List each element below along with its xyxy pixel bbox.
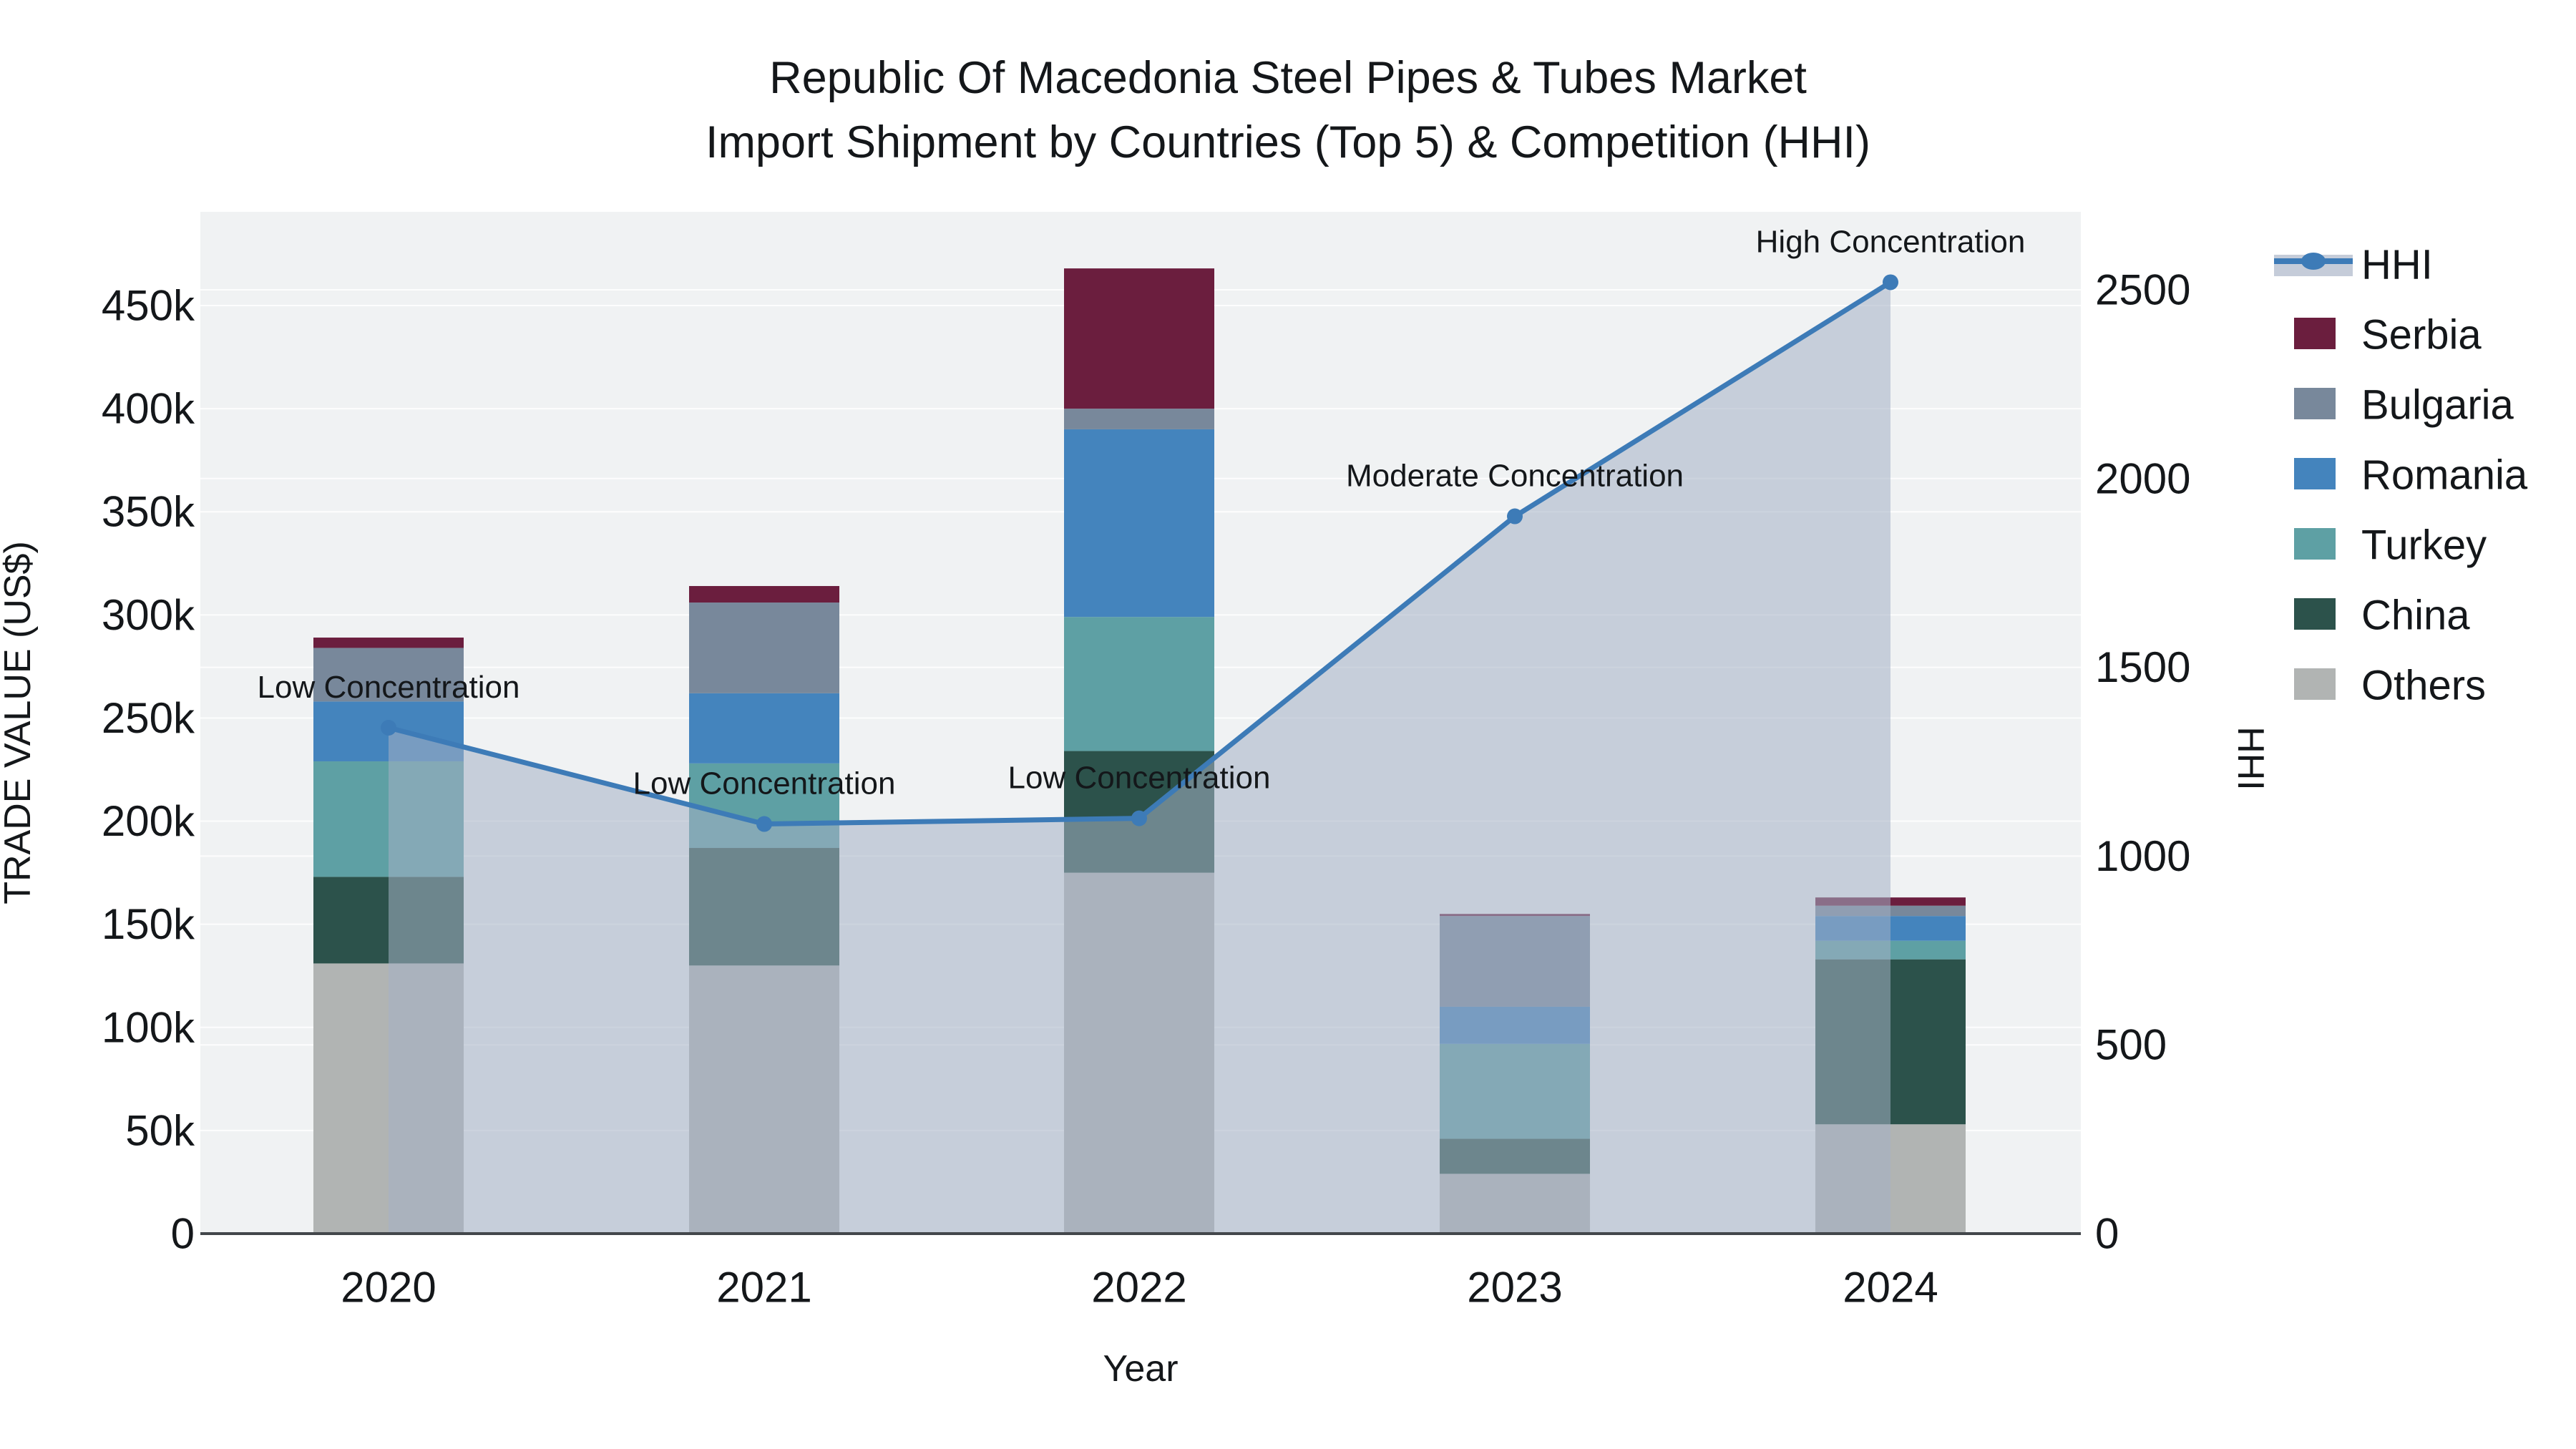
legend-hhi-marker-icon xyxy=(2301,253,2326,270)
hhi-marker-2021[interactable] xyxy=(756,816,772,832)
legend-swatch-china xyxy=(2294,598,2336,630)
legend-item-hhi[interactable]: HHI xyxy=(2274,242,2433,288)
hhi-marker-2022[interactable] xyxy=(1131,810,1147,826)
hhi-marker-2020[interactable] xyxy=(381,720,396,736)
legend-label-china: China xyxy=(2361,592,2470,639)
left-tick-100k: 100k xyxy=(102,1003,195,1051)
left-tick-50k: 50k xyxy=(125,1106,195,1154)
annotation-2024: High Concentration xyxy=(1756,224,2026,259)
legend-item-romania[interactable]: Romania xyxy=(2294,452,2528,499)
bar-segment-serbia-2022[interactable] xyxy=(1064,268,1214,409)
bar-segment-romania-2021[interactable] xyxy=(689,693,839,763)
x-tick-2024: 2024 xyxy=(1843,1264,1938,1312)
y-axis-title-left: TRADE VALUE (US$) xyxy=(0,541,39,904)
annotation-2021: Low Concentration xyxy=(633,766,896,801)
left-tick-450k: 450k xyxy=(102,282,195,330)
hhi-marker-2024[interactable] xyxy=(1883,274,1898,291)
x-axis-title: Year xyxy=(1103,1348,1178,1390)
right-tick-2500: 2500 xyxy=(2095,266,2190,314)
annotation-2022: Low Concentration xyxy=(1008,761,1271,796)
bar-segment-bulgaria-2021[interactable] xyxy=(689,602,839,693)
bar-segment-serbia-2020[interactable] xyxy=(313,638,464,648)
bar-segment-romania-2022[interactable] xyxy=(1064,429,1214,618)
legend-swatch-turkey xyxy=(2294,528,2336,560)
annotation-2020: Low Concentration xyxy=(258,670,520,705)
legend-label-bulgaria: Bulgaria xyxy=(2361,382,2514,429)
legend-swatch-others xyxy=(2294,668,2336,700)
left-tick-350k: 350k xyxy=(102,488,195,536)
legend-label-hhi: HHI xyxy=(2361,242,2433,288)
left-tick-200k: 200k xyxy=(102,797,195,845)
chart-title-line1: Republic Of Macedonia Steel Pipes & Tube… xyxy=(769,53,1807,103)
annotation-2023: Moderate Concentration xyxy=(1346,459,1684,494)
x-tick-2022: 2022 xyxy=(1091,1264,1186,1312)
right-tick-1500: 1500 xyxy=(2095,643,2190,691)
bar-segment-turkey-2022[interactable] xyxy=(1064,617,1214,751)
bar-segment-bulgaria-2022[interactable] xyxy=(1064,409,1214,429)
legend-item-turkey[interactable]: Turkey xyxy=(2294,522,2487,569)
left-tick-0: 0 xyxy=(171,1210,195,1258)
chart-title-line2: Import Shipment by Countries (Top 5) & C… xyxy=(706,117,1870,167)
legend-label-serbia: Serbia xyxy=(2361,312,2482,358)
legend-item-others[interactable]: Others xyxy=(2294,663,2486,709)
left-tick-150k: 150k xyxy=(102,900,195,948)
legend-item-china[interactable]: China xyxy=(2294,592,2470,639)
legend-label-romania: Romania xyxy=(2361,452,2528,499)
hhi-marker-2023[interactable] xyxy=(1507,508,1523,525)
left-tick-250k: 250k xyxy=(102,694,195,742)
legend-item-bulgaria[interactable]: Bulgaria xyxy=(2294,382,2514,429)
x-tick-2023: 2023 xyxy=(1467,1264,1562,1312)
left-tick-300k: 300k xyxy=(102,591,195,639)
bar-segment-serbia-2021[interactable] xyxy=(689,585,839,603)
right-tick-2000: 2000 xyxy=(2095,454,2190,502)
right-tick-1000: 1000 xyxy=(2095,832,2190,880)
legend-swatch-serbia xyxy=(2294,318,2336,349)
right-tick-0: 0 xyxy=(2095,1210,2119,1258)
right-tick-500: 500 xyxy=(2095,1021,2167,1069)
bar-segment-bulgaria-2020[interactable] xyxy=(313,648,464,702)
legend-swatch-bulgaria xyxy=(2294,388,2336,419)
legend-swatch-romania xyxy=(2294,458,2336,489)
x-tick-2020: 2020 xyxy=(341,1264,436,1312)
legend-label-others: Others xyxy=(2361,663,2486,709)
legend-item-serbia[interactable]: Serbia xyxy=(2294,312,2482,358)
y-axis-title-right: HHI xyxy=(2230,726,2271,791)
x-tick-2021: 2021 xyxy=(716,1264,811,1312)
left-tick-400k: 400k xyxy=(102,385,195,433)
legend-label-turkey: Turkey xyxy=(2361,522,2487,569)
